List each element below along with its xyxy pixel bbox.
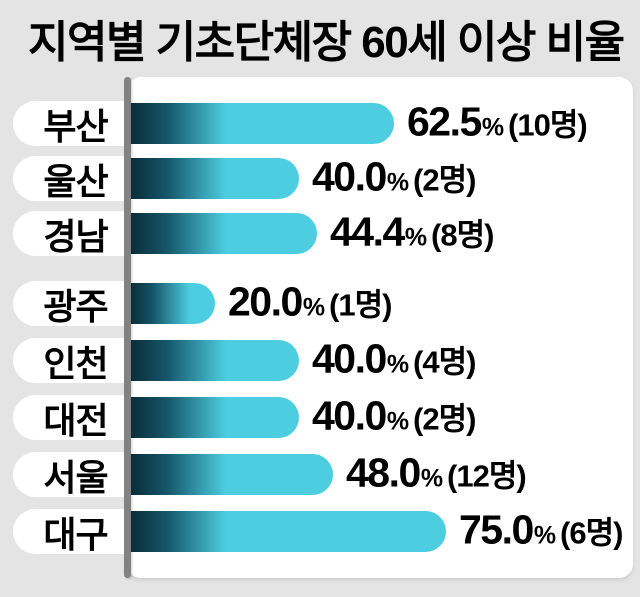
value-label: 20.0% (1명) bbox=[228, 278, 392, 325]
percent-sign: % bbox=[404, 223, 428, 252]
count-label: (4명) bbox=[413, 344, 476, 380]
value-label: 40.0% (2명) bbox=[312, 153, 476, 200]
count-label: (2명) bbox=[413, 162, 476, 198]
region-label: 대구 bbox=[43, 513, 108, 555]
count-label: (10명) bbox=[508, 107, 588, 143]
region-label: 경남 bbox=[43, 215, 108, 257]
bar-row: 인천 40.0% (4명) bbox=[0, 335, 640, 384]
count-label: (2명) bbox=[413, 401, 476, 437]
region-label: 부산 bbox=[43, 105, 108, 147]
region-label: 울산 bbox=[43, 160, 108, 202]
region-label-pill: 광주 bbox=[13, 281, 124, 327]
value-label: 75.0% (6명) bbox=[459, 506, 623, 553]
region-label-pill: 인천 bbox=[13, 338, 124, 384]
percent-value: 20.0 bbox=[228, 278, 303, 325]
percent-value: 75.0 bbox=[459, 506, 534, 553]
percent-sign: % bbox=[386, 350, 410, 379]
region-label-pill: 대구 bbox=[13, 509, 124, 555]
region-label: 대전 bbox=[43, 399, 108, 441]
count-label: (8명) bbox=[431, 217, 494, 253]
count-label: (1명) bbox=[329, 287, 392, 323]
bar-row: 경남 44.4% (8명) bbox=[0, 208, 640, 257]
value-label: 44.4% (8명) bbox=[330, 208, 494, 255]
percent-sign: % bbox=[533, 521, 557, 550]
bar bbox=[131, 213, 317, 254]
bar bbox=[131, 103, 394, 144]
axis-line bbox=[124, 77, 131, 578]
chart-title: 지역별 기초단체장 60세 이상 비율 bbox=[28, 18, 625, 67]
percent-value: 40.0 bbox=[312, 335, 387, 382]
value-label: 40.0% (4명) bbox=[312, 335, 476, 382]
count-label: (12명) bbox=[447, 458, 527, 494]
bar-row: 대구 75.0% (6명) bbox=[0, 506, 640, 555]
percent-sign: % bbox=[302, 293, 326, 322]
region-label-pill: 부산 bbox=[13, 101, 124, 147]
value-label: 40.0% (2명) bbox=[312, 392, 476, 439]
bar-row: 울산 40.0% (2명) bbox=[0, 153, 640, 202]
bar bbox=[131, 158, 299, 199]
percent-sign: % bbox=[420, 464, 444, 493]
value-label: 48.0% (12명) bbox=[346, 449, 527, 496]
percent-value: 62.5 bbox=[407, 98, 482, 145]
bar-row: 대전 40.0% (2명) bbox=[0, 392, 640, 441]
bar bbox=[131, 283, 215, 324]
region-label-pill: 울산 bbox=[13, 156, 124, 202]
bar-row: 서울 48.0% (12명) bbox=[0, 449, 640, 498]
bar bbox=[131, 397, 299, 438]
region-label: 서울 bbox=[43, 456, 108, 498]
region-label-pill: 대전 bbox=[13, 395, 124, 441]
percent-sign: % bbox=[481, 113, 505, 142]
region-label: 광주 bbox=[43, 285, 108, 327]
percent-value: 40.0 bbox=[312, 392, 387, 439]
percent-sign: % bbox=[386, 168, 410, 197]
percent-value: 40.0 bbox=[312, 153, 387, 200]
region-label-pill: 서울 bbox=[13, 452, 124, 498]
bar-row: 부산 62.5% (10명) bbox=[0, 98, 640, 147]
bar bbox=[131, 454, 333, 495]
count-label: (6명) bbox=[560, 515, 623, 551]
value-label: 62.5% (10명) bbox=[407, 98, 588, 145]
percent-sign: % bbox=[386, 407, 410, 436]
bar bbox=[131, 340, 299, 381]
percent-value: 44.4 bbox=[330, 208, 405, 255]
region-label-pill: 경남 bbox=[13, 211, 124, 257]
bar-row: 광주 20.0% (1명) bbox=[0, 278, 640, 327]
percent-value: 48.0 bbox=[346, 449, 421, 496]
bar bbox=[131, 511, 446, 552]
region-label: 인천 bbox=[43, 342, 108, 384]
